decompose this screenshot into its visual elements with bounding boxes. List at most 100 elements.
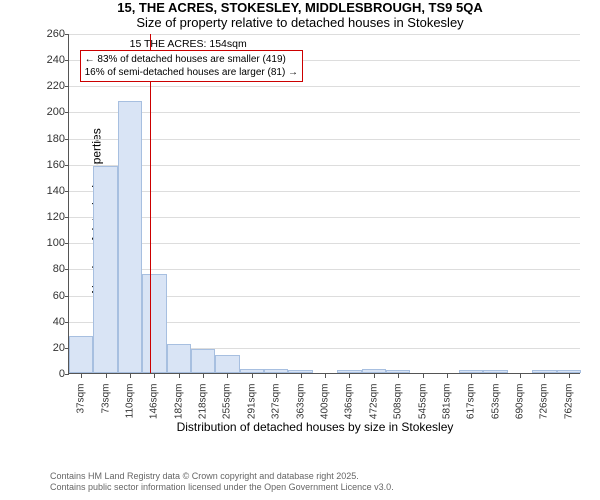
ytick-mark [65, 191, 69, 192]
xtick-label: 436sqm [344, 384, 355, 424]
ytick-mark [65, 374, 69, 375]
ytick-mark [65, 60, 69, 61]
xtick-label: 472sqm [368, 384, 379, 424]
ytick-mark [65, 34, 69, 35]
annotation-line2: 16% of semi-detached houses are larger (… [85, 66, 298, 79]
ytick-label: 220 [41, 80, 65, 92]
gridline [69, 217, 580, 218]
histogram-bar [215, 355, 239, 373]
annotation-title: 15 THE ACRES: 154sqm [130, 38, 247, 50]
ytick-label: 120 [41, 211, 65, 223]
histogram-bar [240, 369, 264, 373]
histogram-bar [118, 101, 142, 373]
ytick-label: 240 [41, 54, 65, 66]
histogram-bar [557, 370, 581, 373]
xtick-label: 255sqm [222, 384, 233, 424]
xtick-label: 327sqm [271, 384, 282, 424]
xtick-mark [520, 374, 521, 378]
ytick-mark [65, 269, 69, 270]
histogram-chart: Number of detached properties 0204060801… [50, 34, 580, 414]
ytick-label: 40 [41, 316, 65, 328]
page-subtitle: Size of property relative to detached ho… [0, 15, 600, 30]
xtick-mark [398, 374, 399, 378]
xtick-label: 508sqm [393, 384, 404, 424]
xtick-mark [496, 374, 497, 378]
xtick-label: 146sqm [149, 384, 160, 424]
xtick-label: 73sqm [100, 384, 111, 424]
xtick-label: 581sqm [441, 384, 452, 424]
ytick-mark [65, 165, 69, 166]
page-title: 15, THE ACRES, STOKESLEY, MIDDLESBROUGH,… [0, 0, 600, 15]
xtick-mark [374, 374, 375, 378]
xtick-label: 617sqm [466, 384, 477, 424]
xtick-mark [544, 374, 545, 378]
ytick-label: 160 [41, 159, 65, 171]
xtick-label: 726sqm [539, 384, 550, 424]
ytick-mark [65, 86, 69, 87]
gridline [69, 243, 580, 244]
gridline [69, 86, 580, 87]
xtick-label: 762sqm [563, 384, 574, 424]
xtick-label: 400sqm [320, 384, 331, 424]
xtick-label: 545sqm [417, 384, 428, 424]
xtick-label: 690sqm [515, 384, 526, 424]
ytick-label: 180 [41, 133, 65, 145]
ytick-mark [65, 296, 69, 297]
histogram-bar [337, 370, 361, 373]
histogram-bar [362, 369, 386, 373]
histogram-bar [288, 370, 312, 373]
ytick-mark [65, 112, 69, 113]
xtick-mark [423, 374, 424, 378]
ytick-mark [65, 217, 69, 218]
histogram-bar [167, 344, 191, 373]
footer-line1: Contains HM Land Registry data © Crown c… [50, 471, 394, 483]
xtick-mark [276, 374, 277, 378]
xtick-mark [471, 374, 472, 378]
ytick-label: 80 [41, 263, 65, 275]
ytick-label: 200 [41, 106, 65, 118]
xtick-mark [179, 374, 180, 378]
histogram-bar [93, 166, 117, 373]
xtick-mark [106, 374, 107, 378]
xtick-label: 363sqm [295, 384, 306, 424]
xtick-mark [301, 374, 302, 378]
xtick-label: 37sqm [76, 384, 87, 424]
ytick-label: 0 [41, 368, 65, 380]
ytick-label: 140 [41, 185, 65, 197]
xtick-mark [252, 374, 253, 378]
plot-area: 02040608010012014016018020022024026037sq… [68, 34, 580, 374]
annotation-line1: ← 83% of detached houses are smaller (41… [85, 53, 298, 66]
footer-attribution: Contains HM Land Registry data © Crown c… [50, 471, 394, 494]
ytick-label: 100 [41, 237, 65, 249]
ytick-mark [65, 243, 69, 244]
xtick-mark [130, 374, 131, 378]
histogram-bar [483, 370, 507, 373]
reference-line [150, 34, 151, 373]
xtick-mark [447, 374, 448, 378]
histogram-bar [264, 369, 288, 373]
ytick-label: 20 [41, 342, 65, 354]
ytick-mark [65, 139, 69, 140]
xtick-label: 182sqm [173, 384, 184, 424]
gridline [69, 191, 580, 192]
xtick-mark [227, 374, 228, 378]
histogram-bar [459, 370, 483, 373]
x-axis-label: Distribution of detached houses by size … [50, 420, 580, 434]
gridline [69, 112, 580, 113]
histogram-bar [386, 370, 410, 373]
xtick-label: 291sqm [246, 384, 257, 424]
histogram-bar [69, 336, 93, 373]
xtick-mark [154, 374, 155, 378]
histogram-bar [142, 274, 166, 373]
histogram-bar [532, 370, 556, 373]
xtick-mark [569, 374, 570, 378]
gridline [69, 269, 580, 270]
xtick-label: 653sqm [490, 384, 501, 424]
ytick-mark [65, 322, 69, 323]
ytick-label: 260 [41, 28, 65, 40]
xtick-label: 110sqm [124, 384, 135, 424]
ytick-label: 60 [41, 290, 65, 302]
histogram-bar [191, 349, 215, 373]
footer-line2: Contains public sector information licen… [50, 482, 394, 494]
xtick-mark [81, 374, 82, 378]
